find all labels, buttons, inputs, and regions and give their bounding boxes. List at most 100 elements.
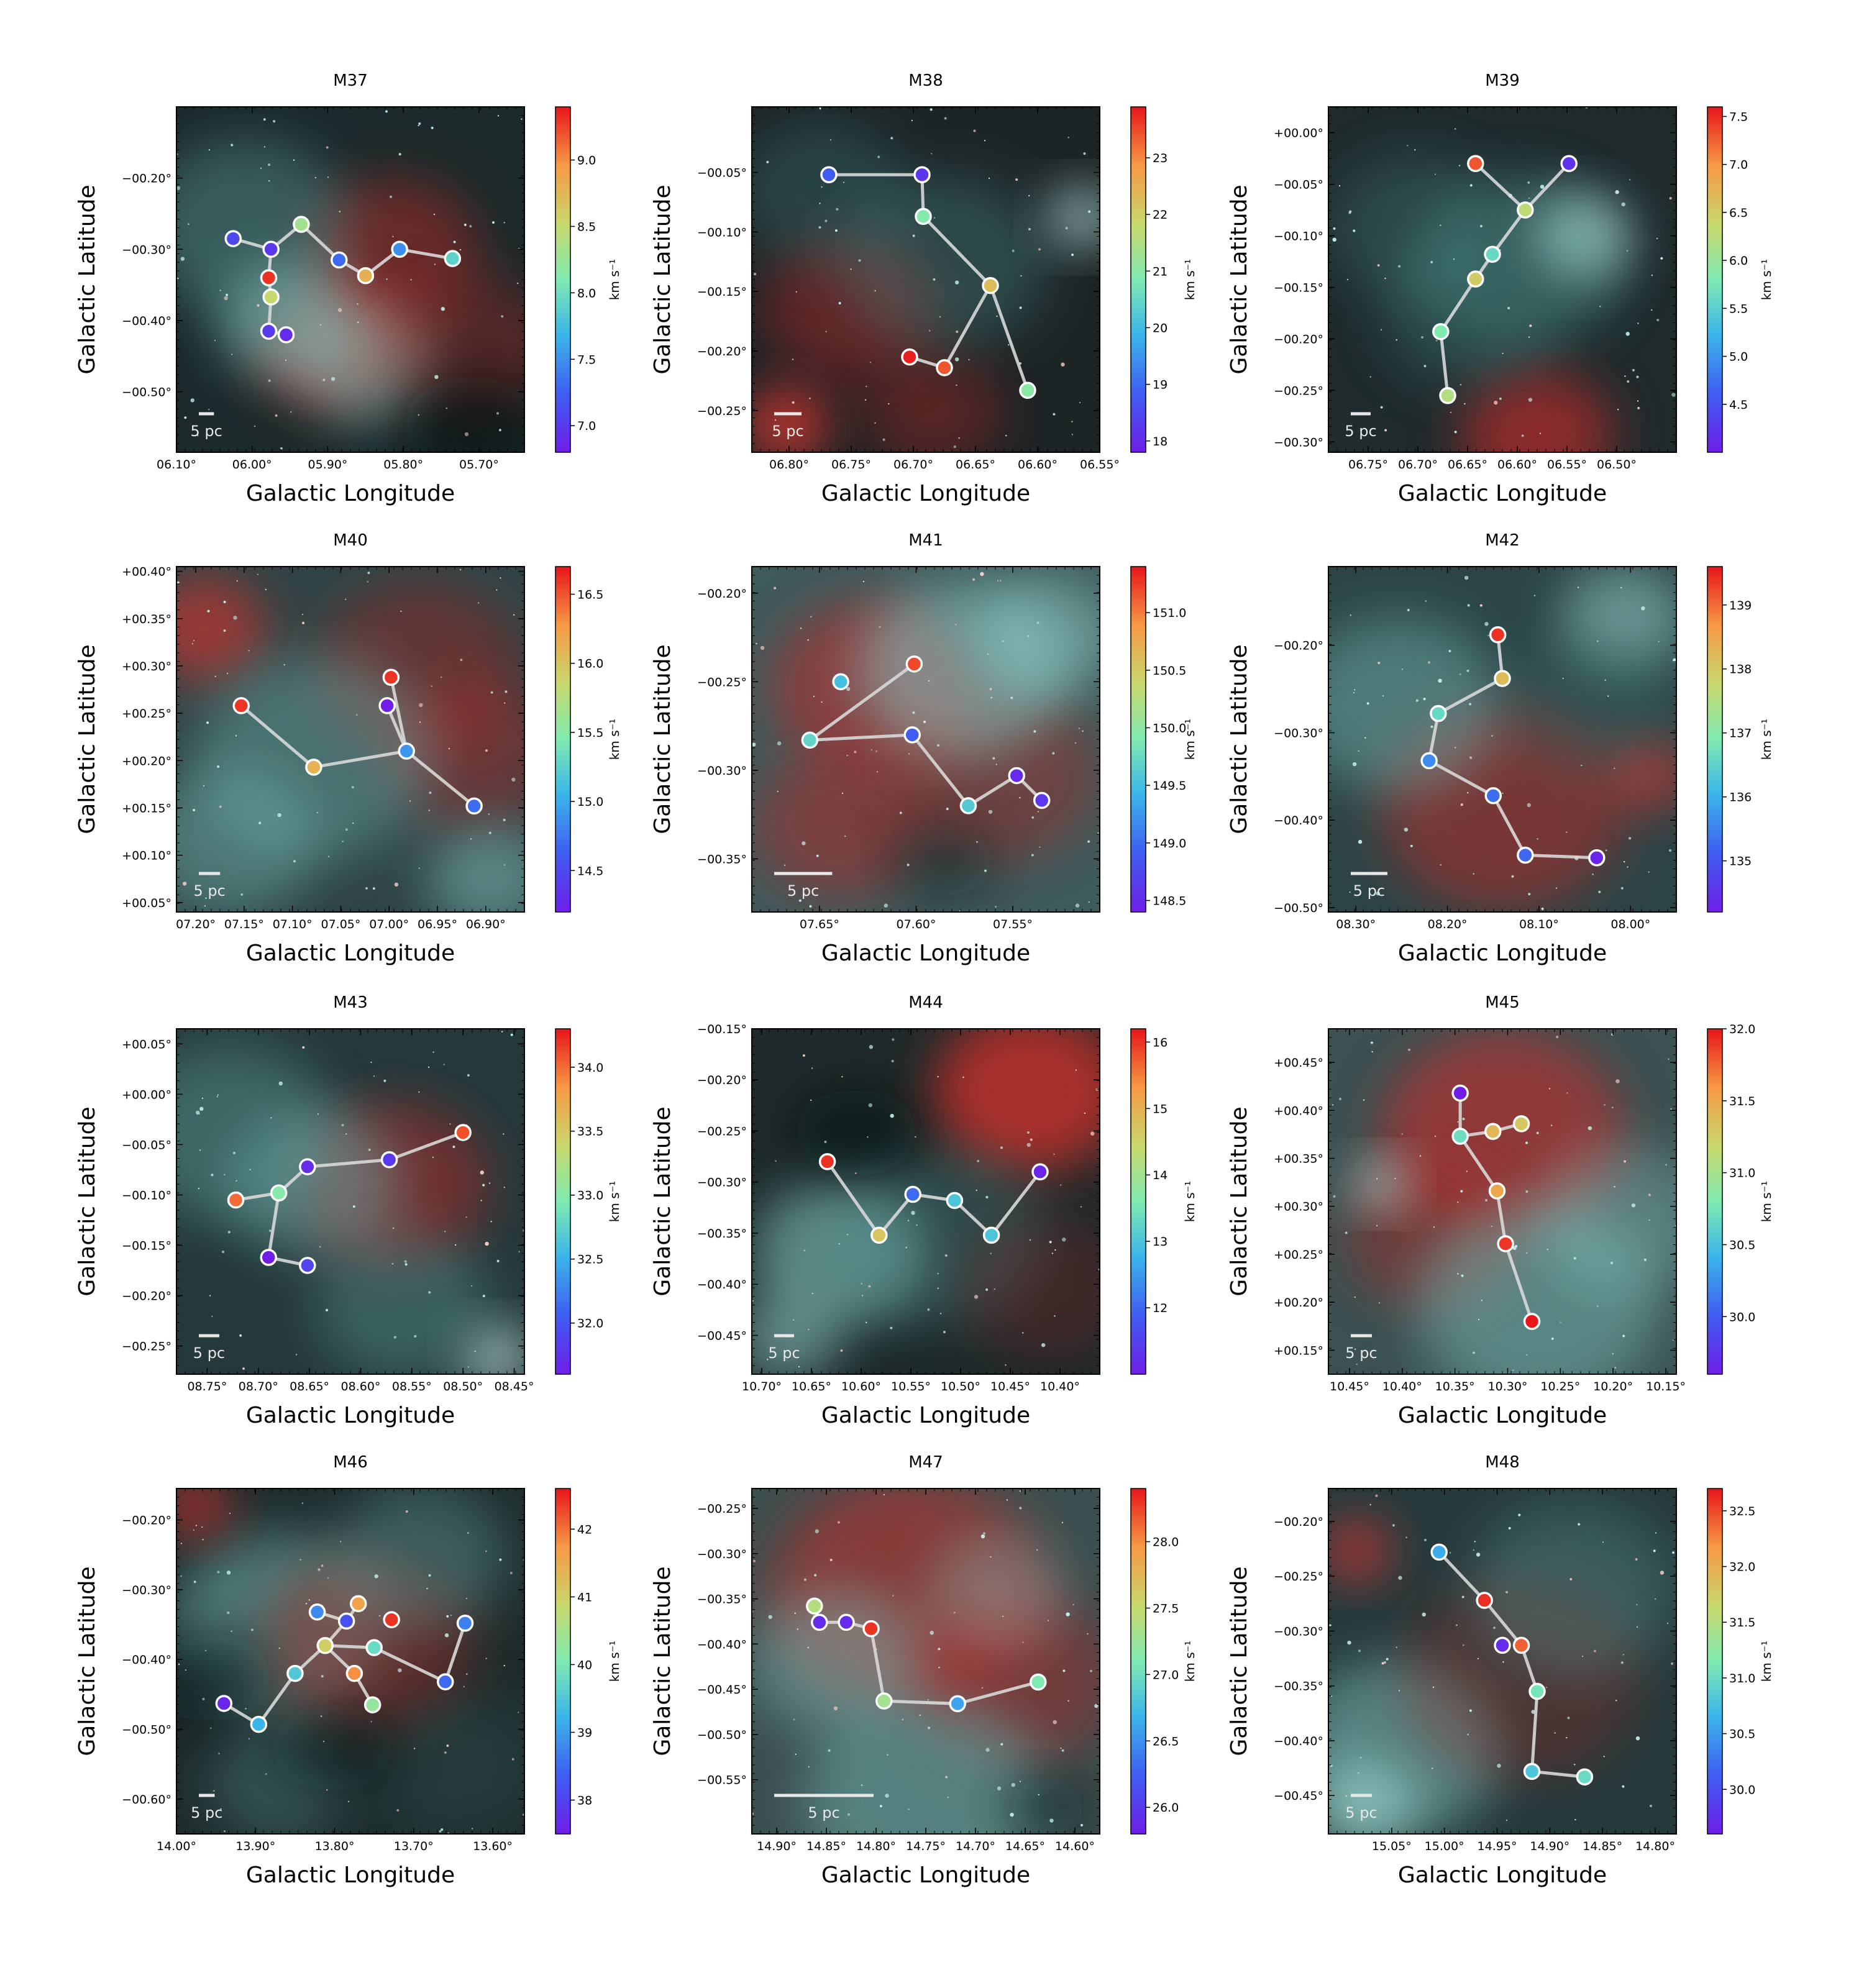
x-tick-label: 06.65° <box>1448 458 1487 472</box>
star <box>260 167 262 170</box>
mst-edge <box>300 223 340 262</box>
star <box>239 1334 242 1337</box>
star <box>973 129 976 132</box>
y-tick-label: +00.30° <box>122 660 171 673</box>
star <box>1455 747 1456 749</box>
y-tick-label: −00.20° <box>1274 639 1323 653</box>
star <box>448 747 450 750</box>
star <box>449 1123 451 1125</box>
star <box>825 331 827 332</box>
star <box>1541 907 1544 910</box>
star <box>1371 1051 1373 1053</box>
star <box>206 721 209 724</box>
star <box>1599 306 1601 308</box>
star <box>248 650 250 652</box>
star <box>258 821 262 824</box>
star <box>802 1054 805 1057</box>
star <box>450 1614 452 1616</box>
x-tick-label: 13.90° <box>235 1840 275 1853</box>
x-tick-label: 06.95° <box>418 918 457 931</box>
x-tick-label: 06.75° <box>831 458 871 472</box>
star <box>257 304 260 307</box>
star <box>1466 1170 1468 1172</box>
star <box>1654 1598 1656 1600</box>
colorbar-tick-label: 18 <box>1153 435 1167 449</box>
star <box>1062 1669 1066 1672</box>
y-tick-label: +00.05° <box>122 1037 171 1051</box>
star <box>1617 409 1619 411</box>
star <box>956 331 959 334</box>
colorbar-tick-label: 15.0 <box>577 795 603 809</box>
star <box>1484 622 1489 626</box>
colorbar-tick-label: 7.0 <box>577 419 596 433</box>
star <box>446 1744 449 1748</box>
star <box>278 1081 283 1086</box>
x-tick-label: 10.15° <box>1646 1380 1686 1393</box>
source-point <box>915 207 932 226</box>
star <box>1432 1686 1435 1688</box>
star <box>1540 185 1545 189</box>
x-tick-label: 06.10° <box>157 458 196 472</box>
source-point <box>905 655 923 673</box>
star <box>1588 1126 1592 1131</box>
background-image <box>752 107 1100 452</box>
star <box>1080 1823 1084 1826</box>
star <box>499 1558 502 1561</box>
star <box>1019 1490 1021 1492</box>
star <box>443 1064 445 1065</box>
star <box>418 122 421 125</box>
star <box>1028 194 1030 197</box>
star <box>1071 253 1074 257</box>
star <box>1358 1649 1361 1653</box>
star <box>431 685 433 687</box>
source-point <box>913 166 931 184</box>
star <box>445 408 447 409</box>
star <box>226 672 229 675</box>
y-tick-label: +00.35° <box>1274 1152 1323 1166</box>
star <box>1597 640 1599 642</box>
scale-bar-label: 5 pc <box>191 422 222 440</box>
colorbar <box>1707 106 1723 453</box>
x-tick-label: 14.95° <box>1478 1840 1517 1853</box>
star <box>1539 432 1542 434</box>
star <box>383 1079 386 1082</box>
star <box>1502 1661 1504 1663</box>
star <box>1555 887 1558 889</box>
star <box>1636 1626 1638 1628</box>
x-tick-label: 13.60° <box>473 1840 513 1853</box>
star <box>418 414 419 416</box>
star <box>928 680 930 682</box>
star <box>1450 411 1452 414</box>
source-point <box>838 1613 855 1631</box>
y-tick-label: −00.45° <box>1274 1789 1323 1803</box>
star <box>290 411 292 413</box>
star <box>1566 831 1568 833</box>
star <box>1386 1657 1389 1661</box>
colorbar-tick-label: 9.0 <box>577 154 596 168</box>
source-point <box>383 1611 400 1628</box>
mst-edge <box>808 662 915 742</box>
star <box>322 1741 325 1743</box>
x-axis-label: Galactic Longitude <box>246 1863 455 1888</box>
star <box>386 278 388 280</box>
star <box>927 1699 929 1701</box>
colorbar-tick-label: 148.5 <box>1153 894 1186 908</box>
colorbar-tick-label: 14 <box>1153 1169 1167 1182</box>
star <box>394 882 399 887</box>
star <box>273 120 276 123</box>
nebula-blob <box>316 1231 490 1374</box>
star <box>474 1351 476 1352</box>
star <box>1401 1133 1403 1135</box>
star <box>862 580 865 583</box>
star <box>911 1211 915 1215</box>
colorbar-tick-label: 32.0 <box>577 1317 603 1331</box>
source-point <box>1517 201 1534 219</box>
source-point <box>1523 1762 1541 1781</box>
star <box>460 659 463 662</box>
star <box>838 1243 841 1245</box>
star <box>1665 1164 1667 1166</box>
star <box>1550 1124 1553 1126</box>
star <box>1353 229 1356 232</box>
mst-edge <box>267 1192 281 1258</box>
colorbar <box>1707 1028 1723 1375</box>
